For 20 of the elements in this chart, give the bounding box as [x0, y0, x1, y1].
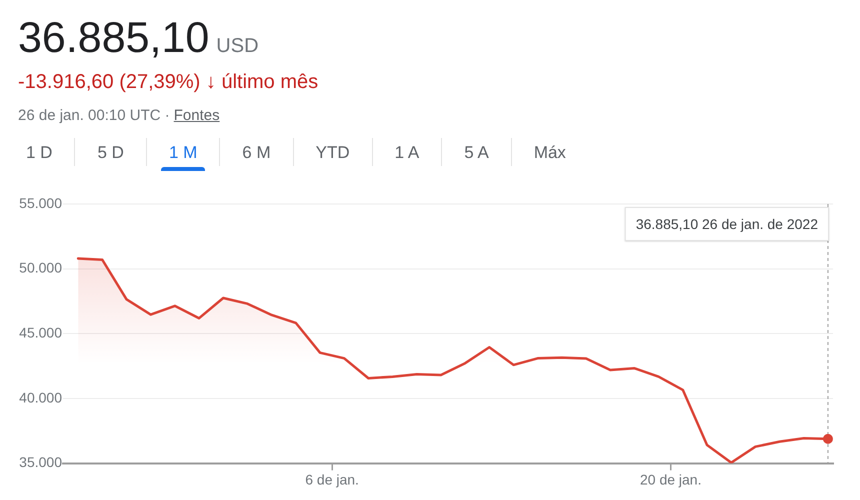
text: Fontes: [174, 107, 220, 124]
x-tick-label: 20 de jan.: [640, 472, 702, 488]
text: Máx: [534, 142, 566, 162]
text: 26 de jan. 00:10 UTC ·: [18, 107, 170, 124]
y-tick-label: 55.000: [19, 194, 62, 211]
text: 5 A: [464, 142, 489, 162]
text: 1 D: [26, 142, 52, 162]
text: 1 A: [394, 142, 420, 162]
chart-title: 36.885,10 USD: [18, 14, 259, 62]
text: 6 M: [242, 142, 271, 162]
y-tick-label: 40.000: [19, 389, 62, 406]
text: YTD: [316, 142, 350, 162]
y-tick-label: 45.000: [19, 324, 62, 341]
x-tick-label: 6 de jan.: [305, 472, 359, 488]
chart-subtitle: -13.916,60 (27,39%) ↓ último mês: [18, 70, 318, 93]
y-tick-label: 50.000: [19, 260, 62, 276]
text: 5 D: [97, 142, 124, 162]
y-tick-label: 35.000: [19, 454, 62, 470]
text: 1 M: [168, 142, 198, 162]
annotation: 36.885,10 26 de jan. de 2022: [636, 216, 818, 232]
